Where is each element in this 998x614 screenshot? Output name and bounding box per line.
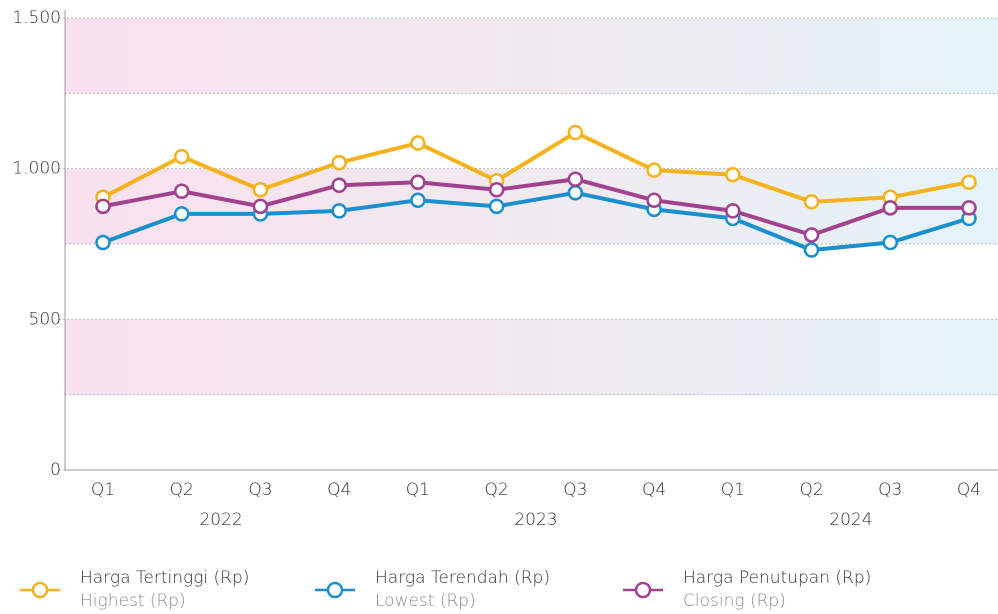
data-point	[961, 200, 977, 216]
data-point	[488, 198, 505, 215]
legend-label: Harga Tertinggi (Rp)	[80, 568, 249, 588]
data-point	[488, 182, 505, 198]
y-tick-label: 1.500	[12, 8, 61, 28]
data-point	[882, 200, 899, 216]
data-point	[567, 124, 584, 141]
data-point	[410, 174, 426, 190]
x-tick-label: Q1	[91, 480, 115, 500]
x-tick-label: Q4	[642, 480, 666, 500]
legend-marker	[634, 581, 652, 599]
legend-marker	[326, 581, 344, 599]
data-point	[567, 185, 584, 201]
data-point	[803, 227, 820, 243]
y-tick-label: 1.000	[12, 159, 61, 179]
data-point	[252, 198, 269, 215]
data-point	[95, 198, 111, 215]
data-point	[331, 203, 347, 219]
data-point	[331, 177, 347, 193]
data-point	[331, 154, 347, 171]
x-tick-label: Q3	[878, 480, 902, 500]
group-label: 2024	[829, 510, 872, 530]
series-line	[102, 130, 970, 204]
data-point	[803, 242, 820, 258]
data-point	[961, 174, 977, 190]
legend-sublabel: Highest (Rp)	[80, 591, 186, 611]
data-point	[567, 171, 584, 187]
legend-label: Harga Terendah (Rp)	[375, 568, 550, 588]
legend-sublabel: Closing (Rp)	[683, 591, 786, 611]
data-point	[173, 183, 190, 200]
group-label: 2022	[199, 510, 242, 530]
series-line	[102, 177, 969, 238]
x-tick-label: Q1	[721, 480, 745, 500]
data-point	[173, 206, 190, 222]
data-point	[95, 234, 111, 251]
y-tick-label: 0	[50, 460, 61, 480]
legend-marker	[31, 581, 49, 599]
data-point	[725, 203, 741, 219]
data-point	[725, 166, 741, 183]
band	[65, 319, 998, 395]
data-point	[410, 135, 426, 151]
group-label: 2023	[514, 510, 557, 530]
x-tick-label: Q3	[248, 480, 272, 500]
data-point	[173, 148, 190, 165]
x-tick-label: Q2	[485, 480, 509, 500]
data-point	[803, 194, 820, 210]
y-tick-label: 500	[29, 309, 61, 329]
band	[65, 168, 998, 244]
series-line	[102, 190, 970, 253]
data-point	[646, 192, 662, 209]
legend-sublabel: Lowest (Rp)	[375, 591, 476, 611]
x-tick-label: Q3	[563, 480, 587, 500]
data-point	[646, 162, 662, 178]
legend-label: Harga Penutupan (Rp)	[683, 568, 871, 588]
x-tick-label: Q2	[170, 480, 194, 500]
x-tick-label: Q4	[957, 480, 981, 500]
data-point	[410, 192, 426, 209]
x-tick-label: Q2	[799, 480, 823, 500]
band	[65, 18, 998, 94]
x-tick-label: Q4	[327, 480, 351, 500]
data-point	[882, 234, 899, 251]
x-tick-label: Q1	[406, 480, 430, 500]
data-point	[252, 182, 269, 198]
